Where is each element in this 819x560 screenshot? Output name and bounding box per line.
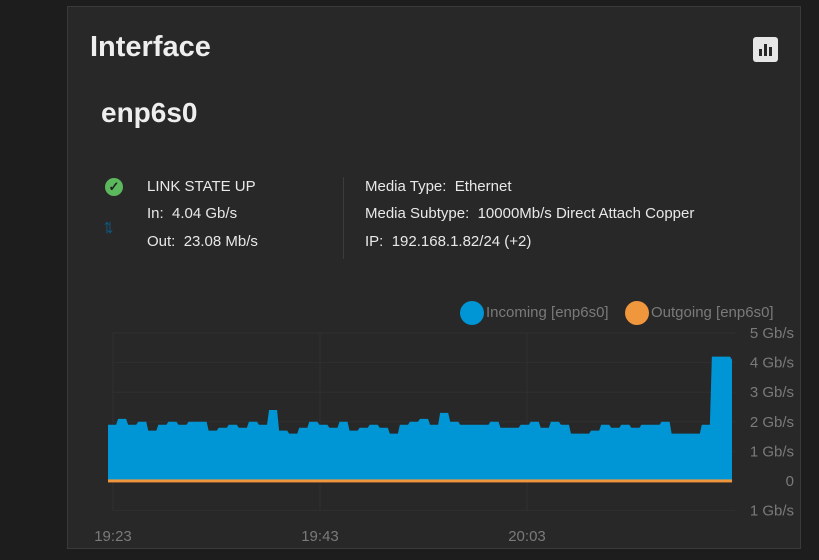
x-tick-label: 19:43	[301, 528, 339, 545]
media-subtype: Media Subtype: 10000Mb/s Direct Attach C…	[365, 205, 694, 222]
interface-name: enp6s0	[101, 97, 198, 128]
in-rate: In: 4.04 Gb/s	[147, 205, 237, 222]
y-tick-label: 3 Gb/s	[750, 384, 794, 401]
check-circle-icon: ✓	[105, 178, 123, 196]
out-rate: Out: 23.08 Mb/s	[147, 233, 258, 250]
y-tick-label: 1 Gb/s	[750, 443, 794, 460]
x-tick-label: 19:23	[94, 528, 132, 545]
media-subtype-label: Media Subtype:	[365, 205, 470, 222]
link-state: LINK STATE UP	[147, 178, 256, 195]
x-tick-label: 20:03	[508, 528, 546, 545]
ip-label: IP:	[365, 233, 384, 250]
y-tick-label: 4 Gb/s	[750, 355, 794, 372]
media-subtype-value: 10000Mb/s Direct Attach Copper	[477, 205, 695, 222]
legend-label: Incoming [enp6s0]	[486, 304, 609, 321]
card-title: Interface	[90, 31, 211, 63]
y-tick-label: 2 Gb/s	[750, 414, 794, 431]
in-label: In:	[147, 205, 164, 222]
legend-marker	[625, 301, 649, 325]
media-type-label: Media Type:	[365, 178, 447, 195]
divider	[343, 177, 344, 259]
legend-label: Outgoing [enp6s0]	[651, 304, 774, 321]
legend-marker	[460, 301, 484, 325]
media-type: Media Type: Ethernet	[365, 178, 512, 195]
in-value: 4.04 Gb/s	[172, 205, 238, 222]
out-value: 23.08 Mb/s	[183, 233, 258, 250]
media-type-value: Ethernet	[454, 178, 512, 195]
ip-address: IP: 192.168.1.82/24 (+2)	[365, 233, 531, 250]
ip-value: 192.168.1.82/24 (+2)	[391, 233, 532, 250]
incoming-area	[108, 356, 732, 481]
bar-chart-icon[interactable]	[753, 37, 778, 62]
y-tick-label: 0	[786, 473, 794, 490]
outgoing-area	[108, 479, 732, 483]
out-label: Out:	[147, 233, 176, 250]
y-tick-label: 1 Gb/s	[750, 503, 794, 520]
y-tick-label: 5 Gb/s	[750, 325, 794, 342]
